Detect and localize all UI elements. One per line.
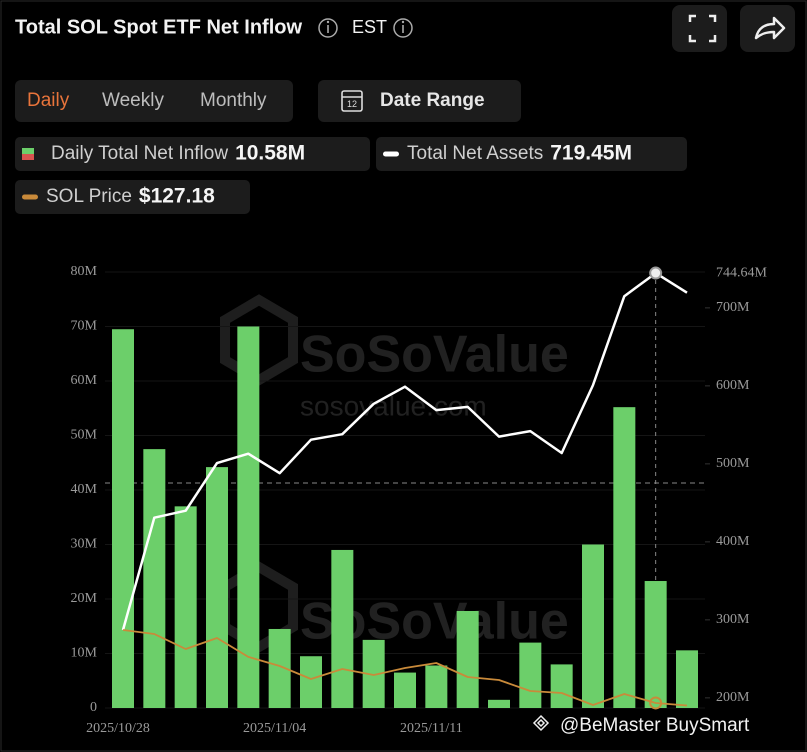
line <box>121 271 688 631</box>
y-tick-label: 80M <box>71 264 98 279</box>
highlight-label: 744.64M <box>716 265 768 280</box>
bar <box>143 449 166 708</box>
date-range-label: Date Range <box>380 90 485 111</box>
legend-swatch <box>22 154 34 160</box>
legend-chip <box>15 137 370 171</box>
bar <box>550 664 573 708</box>
y-tick-label: 30M <box>71 537 98 552</box>
svg-text:12: 12 <box>347 99 357 109</box>
x-tick-label: 2025/10/28 <box>86 721 150 736</box>
bar <box>112 329 134 708</box>
y2-tick-label: 200M <box>716 690 750 705</box>
tab[interactable]: Weekly <box>102 90 164 111</box>
legend-value: 719.45M <box>550 142 632 165</box>
y-tick-label: 0 <box>90 700 97 715</box>
watermark-url: sosovalue.com <box>300 390 487 421</box>
bar <box>331 549 354 708</box>
bar <box>456 610 479 708</box>
bar <box>644 581 667 708</box>
legend-swatch <box>22 148 34 154</box>
tab[interactable]: Daily <box>27 90 70 111</box>
info-icon[interactable] <box>318 18 338 38</box>
y2-tick-label: 500M <box>716 456 750 471</box>
highlight-point <box>649 696 663 710</box>
y-tick-label: 40M <box>71 482 98 497</box>
info-icon[interactable] <box>393 18 413 38</box>
share-button[interactable] <box>740 5 795 52</box>
footer-text: @BeMaster BuySmart <box>560 715 750 736</box>
y-tick-label: 10M <box>71 646 98 661</box>
highlight-point <box>649 266 663 280</box>
bar <box>362 639 385 708</box>
date-range-button[interactable]: 12 Date Range <box>318 80 521 122</box>
legend-value: $127.18 <box>139 185 215 208</box>
bar <box>582 544 604 708</box>
timezone: EST <box>352 17 387 37</box>
bar <box>268 628 291 708</box>
x-tick-label: 2025/11/11 <box>400 721 463 736</box>
legend-name: Daily Total Net Inflow <box>51 143 228 164</box>
expand-button[interactable] <box>672 5 727 52</box>
bar <box>237 326 260 708</box>
bar <box>394 672 416 708</box>
legend-value: 10.58M <box>235 142 305 165</box>
legend-swatch <box>22 194 38 200</box>
x-tick-label: 2025/11/04 <box>243 721 306 736</box>
bar <box>488 699 510 708</box>
bar <box>206 467 228 708</box>
title: Total SOL Spot ETF Net Inflow <box>15 16 302 38</box>
footer: @BeMaster BuySmart <box>532 714 750 736</box>
line <box>122 629 688 707</box>
legend-swatch <box>383 151 399 157</box>
bar <box>300 656 322 708</box>
bar <box>613 407 636 708</box>
y-tick-label: 20M <box>71 591 98 606</box>
watermark: SoSoValue sosovalue.com <box>220 294 569 421</box>
tab-group <box>15 80 293 122</box>
bar <box>174 506 197 708</box>
y2-tick-label: 600M <box>716 378 750 393</box>
bar <box>425 665 448 708</box>
y-tick-label: 50M <box>71 428 98 443</box>
tab[interactable]: Monthly <box>200 90 267 111</box>
y-tick-label: 60M <box>71 373 98 388</box>
watermark-brand: SoSoValue <box>300 326 569 384</box>
legend-name: SOL Price <box>46 186 132 207</box>
legend-chip <box>376 137 687 171</box>
y2-tick-label: 700M <box>716 300 750 315</box>
bar <box>676 650 698 708</box>
bar <box>519 642 542 708</box>
y-tick-label: 70M <box>71 319 98 334</box>
legend-chip <box>15 180 250 214</box>
legend-name: Total Net Assets <box>407 143 543 164</box>
watermark-logo <box>220 294 298 386</box>
y2-tick-label: 400M <box>716 534 750 549</box>
y2-tick-label: 300M <box>716 612 750 627</box>
